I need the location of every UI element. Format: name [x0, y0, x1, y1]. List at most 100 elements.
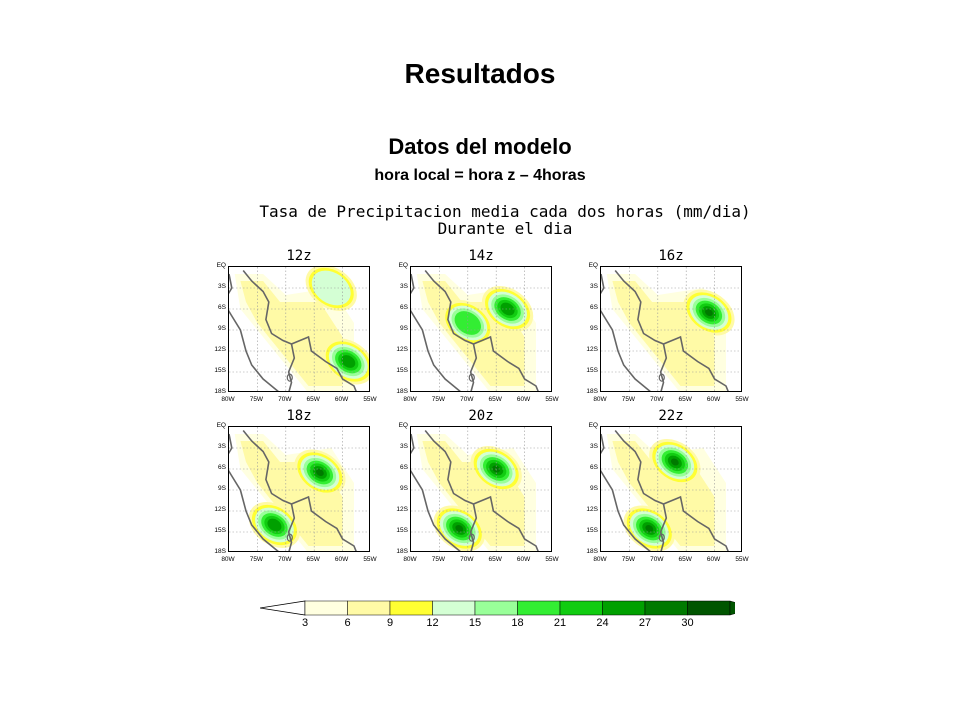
panel-label: 18z [286, 408, 312, 424]
colorbar-swatch [474, 600, 518, 616]
lat-label: 18S [586, 548, 598, 555]
lon-label: 60W [516, 396, 531, 403]
lat-label: 9S [400, 325, 408, 332]
colorbar-label: 21 [553, 617, 567, 629]
lat-label: 18S [214, 388, 226, 395]
lat-label: 15S [396, 527, 408, 534]
lat-label: 9S [218, 485, 226, 492]
panel-label: 20z [468, 408, 494, 424]
lat-label: 18S [396, 548, 408, 555]
panel-label: 16z [658, 248, 684, 264]
colorbar-label: 18 [511, 617, 524, 629]
lon-label: 60W [334, 396, 349, 403]
lat-label: 12S [214, 506, 226, 513]
panel-label: 12z [286, 248, 312, 264]
lat-label: 18S [586, 388, 598, 395]
lon-label: 55W [735, 396, 749, 403]
colorbar-swatch [432, 600, 476, 616]
colorbar-label: 9 [386, 617, 394, 629]
lon-label: 65W [488, 396, 502, 403]
lon-label: 65W [678, 396, 692, 403]
lat-label: EQ [398, 262, 408, 269]
lat-label: 15S [396, 367, 408, 374]
lon-label: 70W [650, 396, 664, 403]
lon-label: 70W [278, 556, 292, 563]
lon-label: 80W [593, 396, 607, 403]
lon-label: 80W [593, 556, 607, 563]
colorbar-bar [259, 600, 756, 616]
colorbar-label: 3 [301, 617, 309, 629]
lat-label: 18S [214, 548, 226, 555]
lon-label: 75W [431, 396, 446, 403]
lat-label: 6S [400, 464, 408, 471]
panel-label: 14z [468, 248, 494, 264]
colorbar-swatch [389, 600, 433, 616]
lat-label: 3S [590, 283, 598, 290]
colorbar-swatch [602, 600, 646, 616]
colorbar: 3 6 9 12 15 18 21 24 27 30 [259, 600, 756, 640]
figure-title-line1: Tasa de Precipitacion media cada dos hor… [259, 202, 751, 221]
lat-label: 6S [218, 304, 226, 311]
lon-label: 55W [363, 556, 377, 563]
map-panel-16z: 16z EQ 3S 6S 9S 12S 15S 18S 80W 75W 70W 65W 60W 55W [572, 248, 748, 412]
lon-label: 80W [221, 556, 235, 563]
colorbar-swatch [559, 600, 603, 616]
colorbar-swatch [517, 600, 561, 616]
lon-label: 75W [621, 556, 636, 563]
lon-label: 55W [363, 396, 377, 403]
lat-label: 3S [400, 283, 408, 290]
subtitle: Datos del modelo [388, 134, 572, 159]
lon-label: 70W [460, 556, 474, 563]
lat-label: 15S [586, 367, 598, 374]
lon-label: 80W [403, 556, 417, 563]
colorbar-high-end [729, 600, 756, 616]
subtitle-local-time: hora local = hora z – 4horas [374, 167, 586, 184]
colorbar-label: 15 [468, 617, 482, 629]
lat-label: 3S [218, 283, 226, 290]
lon-label: 75W [249, 396, 264, 403]
lat-label: 6S [590, 464, 598, 471]
map-panel-20z: 20z EQ 3S 6S 9S 12S 15S 18S 80W 75W 70W 65W 60W 55W [382, 408, 558, 572]
colorbar-label: 24 [596, 617, 609, 629]
lat-label: 18S [396, 388, 408, 395]
lat-label: EQ [216, 422, 226, 429]
lat-label: 12S [586, 346, 598, 353]
lon-label: 65W [678, 556, 692, 563]
map-panel-14z: 14z EQ 3S 6S 9S 12S 15S 18S 80W 75W 70W 65W 60W 55W [382, 248, 558, 412]
colorbar-label: 27 [638, 617, 652, 629]
precipitation-map [228, 426, 370, 552]
lon-label: 60W [334, 556, 349, 563]
colorbar-label: 30 [681, 617, 694, 629]
map-panel-22z: 22z EQ 3S 6S 9S 12S 15S 18S 80W 75W 70W 65W 60W 55W [572, 408, 748, 572]
slide-title: Resultados [404, 58, 556, 89]
lat-label: 12S [396, 506, 408, 513]
precipitation-map [410, 266, 552, 392]
lon-label: 65W [306, 556, 320, 563]
lat-label: 15S [214, 527, 226, 534]
lat-label: EQ [216, 262, 226, 269]
lat-label: 6S [590, 304, 598, 311]
lon-label: 80W [403, 396, 417, 403]
lat-label: EQ [398, 422, 408, 429]
precipitation-map [600, 266, 742, 392]
map-panel-12z: 12z EQ 3S 6S 9S 12S 15S 18S 80W 75W 70W 65W 60W 55W [200, 248, 376, 412]
lat-label: 3S [590, 443, 598, 450]
lon-label: 65W [488, 556, 502, 563]
lon-label: 60W [706, 396, 721, 403]
lat-label: EQ [588, 262, 598, 269]
lon-label: 75W [249, 556, 264, 563]
lat-label: 3S [218, 443, 226, 450]
lat-label: 6S [400, 304, 408, 311]
colorbar-swatch [644, 600, 688, 616]
lon-label: 75W [431, 556, 446, 563]
lat-label: 12S [586, 506, 598, 513]
lat-label: 9S [590, 325, 598, 332]
lon-label: 65W [306, 396, 320, 403]
lat-label: EQ [588, 422, 598, 429]
panel-label: 22z [658, 408, 684, 424]
lon-label: 55W [545, 556, 559, 563]
lat-label: 15S [214, 367, 226, 374]
lon-label: 60W [516, 556, 531, 563]
lon-label: 70W [650, 556, 664, 563]
figure-title: Tasa de Precipitacion media cada dos hor… [210, 203, 800, 237]
